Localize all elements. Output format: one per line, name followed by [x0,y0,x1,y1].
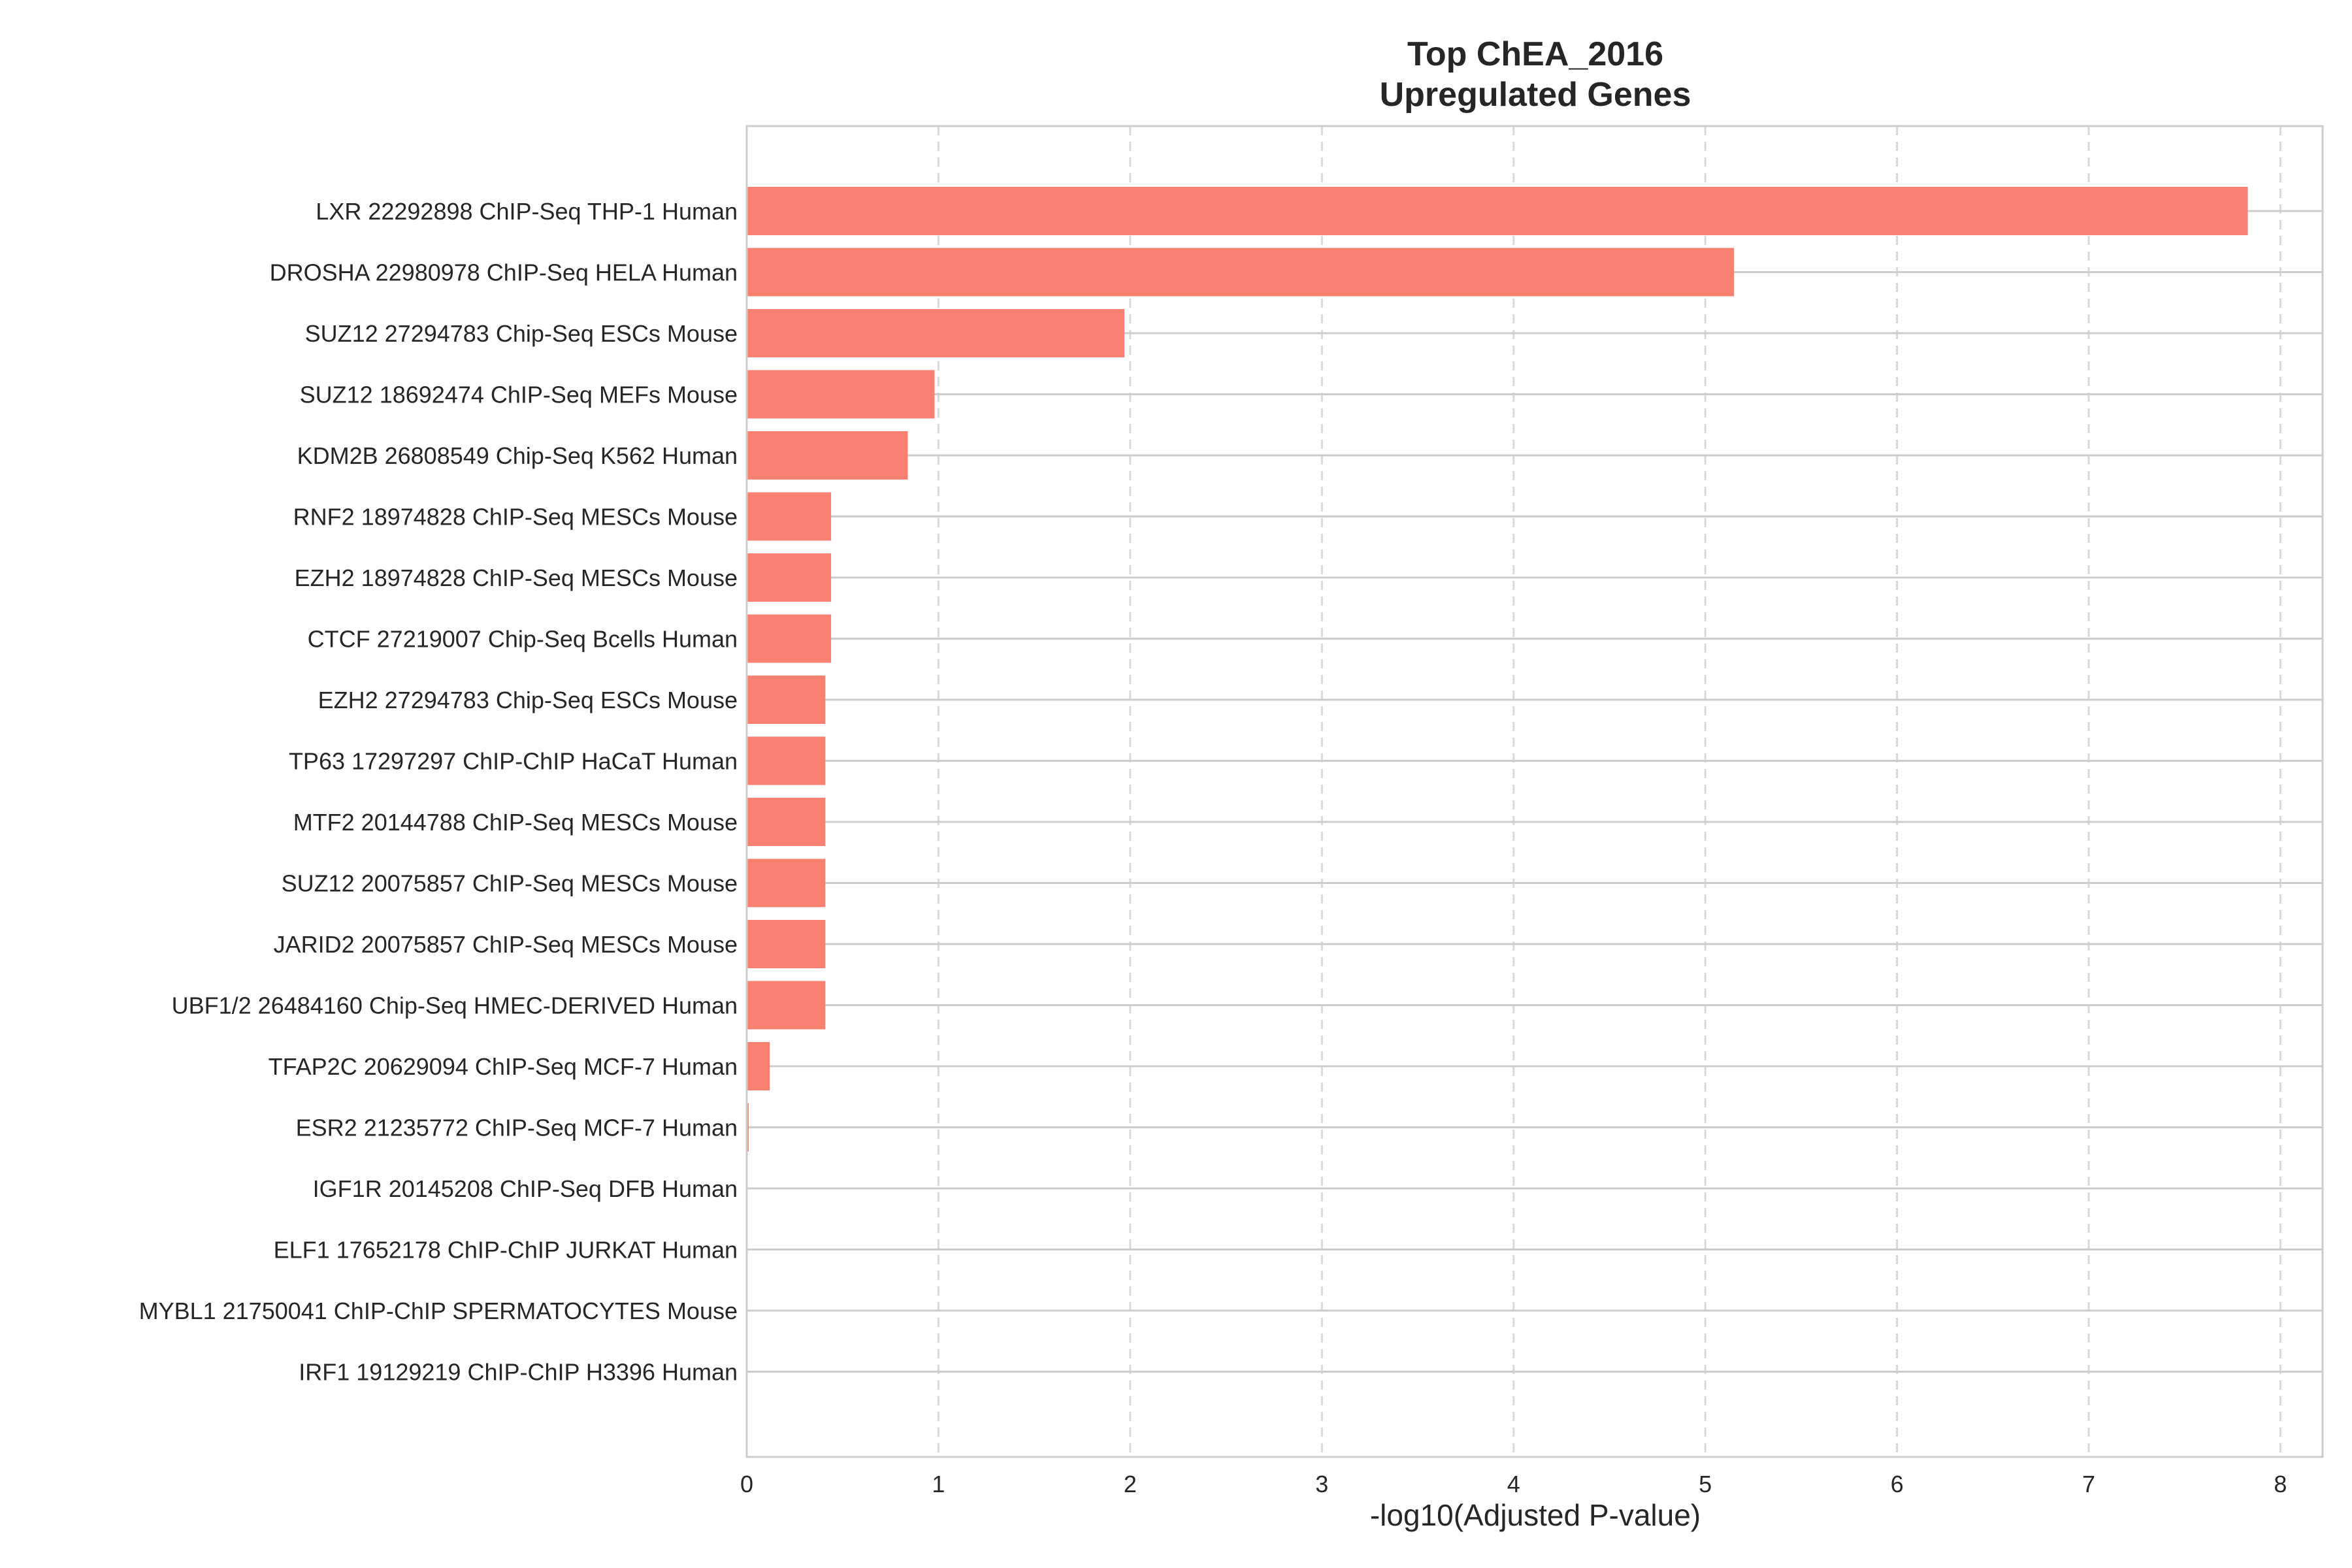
chart-title: Top ChEA_2016 [1407,35,1663,73]
bar [747,1042,770,1090]
category-label: RNF2 18974828 ChIP-Seq MESCs Mouse [293,504,738,531]
bar [747,920,826,968]
x-tick-label: 6 [1891,1471,1904,1497]
category-label: DROSHA 22980978 ChIP-Seq HELA Human [270,259,738,286]
bar [747,858,826,907]
bar [747,676,826,724]
bar [747,798,826,846]
category-label: EZH2 18974828 ChIP-Seq MESCs Mouse [295,564,738,591]
category-label: CTCF 27219007 Chip-Seq Bcells Human [308,626,738,653]
category-label: SUZ12 27294783 Chip-Seq ESCs Mouse [305,320,738,347]
category-label: ELF1 17652178 ChIP-ChIP JURKAT Human [274,1237,738,1264]
category-label: SUZ12 18692474 ChIP-Seq MEFs Mouse [300,382,738,408]
bar [747,553,832,602]
bar [747,309,1125,357]
category-label: ESR2 21235772 ChIP-Seq MCF-7 Human [296,1115,738,1141]
x-tick-label: 4 [1507,1471,1520,1497]
category-label: UBF1/2 26484160 Chip-Seq HMEC-DERIVED Hu… [172,992,738,1019]
category-label: MTF2 20144788 ChIP-Seq MESCs Mouse [293,809,738,836]
x-tick-label: 2 [1124,1471,1137,1497]
category-label: LXR 22292898 ChIP-Seq THP-1 Human [316,198,738,225]
x-tick-label: 0 [740,1471,753,1497]
bar [747,981,826,1030]
bar [747,614,832,663]
category-label: IGF1R 20145208 ChIP-Seq DFB Human [313,1175,738,1202]
x-tick-label: 3 [1315,1471,1328,1497]
plot-frame [745,125,2324,1458]
x-tick-label: 5 [1699,1471,1712,1497]
category-label: MYBL1 21750041 ChIP-ChIP SPERMATOCYTES M… [139,1298,738,1324]
grid [747,126,2323,1457]
category-label: EZH2 27294783 Chip-Seq ESCs Mouse [318,687,738,713]
category-label: IRF1 19129219 ChIP-ChIP H3396 Human [299,1359,738,1386]
category-label: KDM2B 26808549 Chip-Seq K562 Human [297,442,738,469]
x-tick-label: 8 [2274,1471,2287,1497]
bar [747,492,832,541]
category-label: SUZ12 20075857 ChIP-Seq MESCs Mouse [282,870,738,897]
bar [747,248,1735,297]
category-label: TFAP2C 20629094 ChIP-Seq MCF-7 Human [269,1053,738,1080]
x-tick-label: 7 [2082,1471,2095,1497]
chart-subtitle: Upregulated Genes [1380,76,1691,114]
category-label: JARID2 20075857 ChIP-Seq MESCs Mouse [274,931,738,958]
bars [747,187,2248,1152]
x-tick-label: 1 [932,1471,945,1497]
bar [747,431,908,480]
category-labels: LXR 22292898 ChIP-Seq THP-1 Human DROSHA … [139,198,738,1386]
x-axis-label: -log10(Adjusted P-value) [1370,1498,1701,1532]
category-label: TP63 17297297 ChIP-ChIP HaCaT Human [289,748,738,775]
x-tick-labels: 0 1 2 3 4 5 6 7 8 [740,1471,2287,1497]
bar [747,187,2248,235]
bar [747,370,935,419]
bar [747,736,826,785]
